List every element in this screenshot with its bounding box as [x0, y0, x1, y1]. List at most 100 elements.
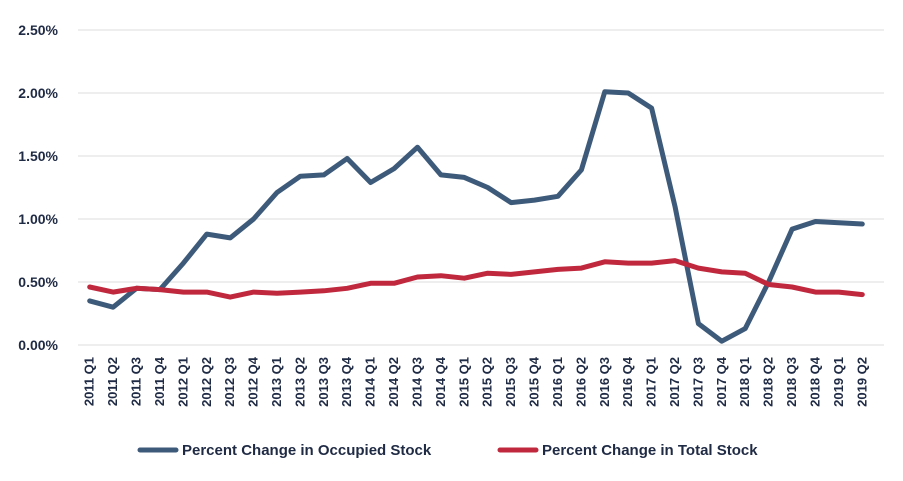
data-point [649, 106, 654, 111]
data-point [813, 219, 818, 224]
data-point [719, 339, 724, 344]
data-point [462, 276, 467, 281]
data-point [415, 275, 420, 280]
data-point [485, 185, 490, 190]
x-tick-label: 2018 Q3 [784, 357, 799, 407]
data-point [204, 232, 209, 237]
data-point [415, 145, 420, 150]
data-point [392, 166, 397, 171]
data-point [673, 204, 678, 209]
x-tick-label: 2019 Q1 [831, 357, 846, 407]
data-point [696, 321, 701, 326]
series-line [87, 89, 865, 344]
x-tick-label: 2016 Q1 [550, 357, 565, 407]
x-tick-label: 2014 Q1 [363, 357, 378, 407]
x-tick-label: 2015 Q1 [456, 357, 471, 407]
data-point [555, 267, 560, 272]
data-point [813, 290, 818, 295]
data-point [555, 194, 560, 199]
data-point [860, 292, 865, 297]
data-point [368, 180, 373, 185]
data-point [181, 290, 186, 295]
series-line [87, 258, 865, 300]
series-total-stock [87, 258, 865, 300]
x-axis-ticks: 2011 Q1 2011 Q2 2011 Q3 2011 Q4 2012 Q1 2012 … [82, 356, 870, 407]
data-point [134, 286, 139, 291]
data-point [790, 285, 795, 290]
x-tick-label: 2011 Q1 [82, 357, 97, 406]
series-occupied-stock [87, 89, 865, 344]
data-point [836, 290, 841, 295]
series-lines [87, 89, 865, 344]
x-tick-label: 2014 Q4 [433, 356, 448, 407]
y-tick-label: 0.50% [18, 274, 58, 290]
data-point [579, 167, 584, 172]
y-axis-ticks: 0.00% 0.50% 1.00% 1.50% 2.00% 2.50% [18, 22, 58, 353]
data-point [602, 89, 607, 94]
data-point [649, 261, 654, 266]
data-point [157, 287, 162, 292]
data-point [345, 156, 350, 161]
data-point [275, 190, 280, 195]
data-point [696, 266, 701, 271]
data-point [743, 326, 748, 331]
data-point [602, 259, 607, 264]
data-point [626, 261, 631, 266]
data-point [228, 295, 233, 300]
data-point [860, 222, 865, 227]
data-point [298, 174, 303, 179]
x-tick-label: 2011 Q4 [152, 356, 167, 406]
data-point [438, 273, 443, 278]
x-tick-label: 2014 Q2 [386, 357, 401, 407]
data-point [462, 175, 467, 180]
data-point [673, 258, 678, 263]
x-tick-label: 2014 Q3 [409, 357, 424, 407]
data-point [579, 266, 584, 271]
legend-item: Percent Change in Occupied Stock [137, 442, 432, 459]
data-point [251, 290, 256, 295]
data-point [509, 200, 514, 205]
data-point [438, 172, 443, 177]
data-point [392, 281, 397, 286]
x-tick-label: 2012 Q2 [199, 357, 214, 407]
x-tick-label: 2012 Q3 [222, 357, 237, 407]
data-point [509, 272, 514, 277]
x-tick-label: 2017 Q2 [667, 357, 682, 407]
y-tick-label: 2.00% [18, 85, 58, 101]
x-tick-label: 2015 Q4 [527, 356, 542, 407]
data-point [532, 269, 537, 274]
data-point [321, 172, 326, 177]
x-tick-label: 2013 Q1 [269, 357, 284, 407]
x-tick-label: 2018 Q4 [807, 356, 822, 407]
x-tick-label: 2016 Q2 [573, 357, 588, 407]
data-point [766, 282, 771, 287]
x-tick-label: 2016 Q3 [597, 357, 612, 407]
y-tick-label: 0.00% [18, 337, 58, 353]
data-point [87, 298, 92, 303]
x-tick-label: 2013 Q2 [292, 357, 307, 407]
legend-label: Percent Change in Occupied Stock [182, 442, 432, 459]
data-point [251, 217, 256, 222]
data-point [321, 288, 326, 293]
y-tick-label: 1.00% [18, 211, 58, 227]
gridlines [78, 29, 884, 346]
x-tick-label: 2017 Q4 [714, 356, 729, 407]
y-tick-label: 1.50% [18, 148, 58, 164]
x-tick-label: 2017 Q3 [690, 357, 705, 407]
x-tick-label: 2015 Q2 [480, 357, 495, 407]
x-tick-label: 2013 Q3 [316, 357, 331, 407]
x-tick-label: 2012 Q4 [246, 356, 261, 407]
x-tick-label: 2018 Q1 [737, 357, 752, 407]
x-tick-label: 2019 Q2 [854, 357, 869, 407]
data-point [532, 198, 537, 203]
data-point [111, 305, 116, 310]
data-point [626, 91, 631, 96]
x-tick-label: 2017 Q1 [644, 357, 659, 407]
data-point [368, 281, 373, 286]
data-point [228, 235, 233, 240]
data-point [181, 261, 186, 266]
x-tick-label: 2015 Q3 [503, 357, 518, 407]
y-tick-label: 2.50% [18, 22, 58, 38]
